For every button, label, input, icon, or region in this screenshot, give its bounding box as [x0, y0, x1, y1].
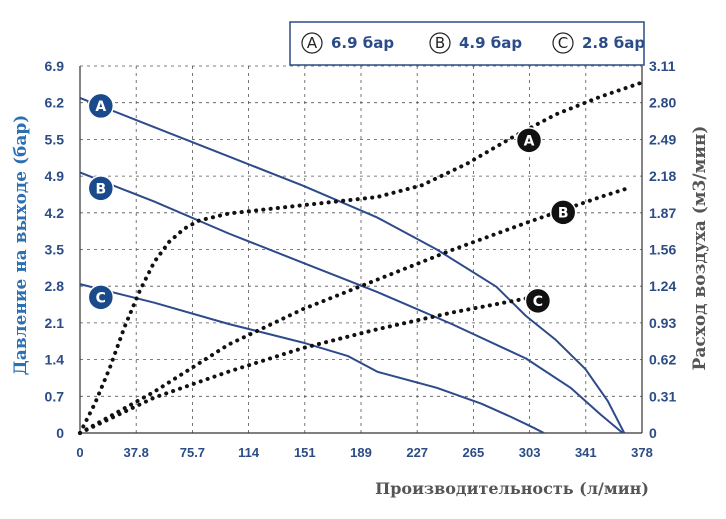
series-flow-a-marker-label: A	[524, 133, 535, 149]
axes: 0 37.8 75.7 114 151 189 227 265 303 341 378 0 0.7 1.4…	[45, 58, 677, 460]
series-pressure-a-marker-label: A	[95, 99, 106, 115]
legend-label-b: 4.9 бар	[459, 34, 522, 52]
series-flow-c-marker	[524, 287, 552, 315]
y-left-tick-label: 3.5	[45, 242, 65, 258]
y-right-tick-label: 0	[649, 425, 657, 441]
series-flow-b-line	[78, 185, 633, 435]
y-right-tick-label: 1.87	[649, 205, 676, 221]
x-tick-label: 114	[238, 445, 260, 460]
legend-marker-a	[301, 32, 323, 54]
series-flow-c-marker-label: C	[533, 294, 543, 310]
legend-marker-c	[552, 32, 574, 54]
series-pressure-c-line	[79, 283, 545, 434]
y-right-tick-label: 1.56	[649, 242, 676, 258]
series-pressure-c-marker-label: C	[96, 290, 106, 306]
y-left-tick-label: 0.7	[45, 388, 65, 404]
series-flow-a-marker	[515, 127, 543, 154]
legend-box	[289, 21, 645, 66]
series-pressure-b-marker-label: B	[95, 181, 106, 197]
x-tick-label: 0	[76, 445, 83, 460]
series-pressure-c-marker	[87, 284, 115, 311]
x-axis-label: Производительность (л/мин)	[375, 479, 649, 498]
legend: A 6.9 бар B 4.9 бар C 2.8 бар	[289, 21, 645, 66]
legend-letter-a: A	[307, 34, 318, 52]
x-tick-label: 189	[350, 445, 372, 460]
y-axis-right-label: Расход воздуха (м3/мин)	[690, 126, 710, 371]
y-right-tick-label: 2.80	[649, 95, 676, 111]
y-right-tick-label: 0.62	[649, 352, 676, 368]
legend-label-a: 6.9 бар	[331, 34, 394, 52]
series-markers: A B C A B C	[87, 92, 577, 315]
legend-letter-c: C	[558, 34, 568, 52]
y-right-tick-label: 1.24	[649, 278, 676, 294]
y-right-tick-label: 2.49	[649, 131, 676, 147]
x-tick-label: 265	[463, 445, 485, 460]
series-flow-c-line	[78, 296, 528, 435]
series-pressure-a-marker	[87, 92, 115, 120]
series-flow-b-marker-label: B	[558, 205, 569, 221]
y-left-tick-label: 1.4	[45, 352, 65, 368]
x-tick-label: 378	[631, 445, 653, 460]
y-left-tick-label: 4.9	[45, 168, 65, 184]
legend-label-c: 2.8 бар	[582, 34, 645, 52]
y-left-tick-label: 0	[56, 425, 64, 441]
y-left-tick-label: 2.1	[45, 315, 65, 331]
y-left-tick-label: 4.2	[45, 205, 65, 221]
y-right-tick-label: 2.18	[649, 168, 676, 184]
y-right-tick-label: 0.31	[649, 388, 676, 404]
y-left-tick-label: 2.8	[45, 278, 65, 294]
y-left-tick-label: 6.9	[45, 58, 65, 74]
series-pressure-a-line	[79, 96, 626, 434]
x-tick-label: 151	[294, 445, 316, 460]
legend-letter-b: B	[435, 34, 445, 52]
y-left-tick-label: 5.5	[45, 131, 65, 147]
x-tick-label: 75.7	[180, 445, 205, 460]
legend-marker-b	[429, 32, 451, 54]
series-pressure-b-marker	[87, 175, 115, 202]
axis-labels: Давление на выходе (бар) Расход воздуха …	[11, 115, 710, 498]
x-tick-label: 227	[406, 445, 428, 460]
x-tick-label: 341	[575, 445, 597, 460]
y-axis-left-label: Давление на выходе (бар)	[11, 115, 31, 376]
y-right-tick-label: 3.11	[649, 58, 676, 74]
series-flow-b-marker	[549, 199, 577, 226]
y-right-tick-label: 0.93	[649, 315, 676, 331]
x-tick-label: 303	[519, 445, 541, 460]
y-left-tick-label: 6.2	[45, 95, 65, 111]
series-pressure-b-line	[79, 171, 624, 434]
x-tick-label: 37.8	[124, 445, 149, 460]
